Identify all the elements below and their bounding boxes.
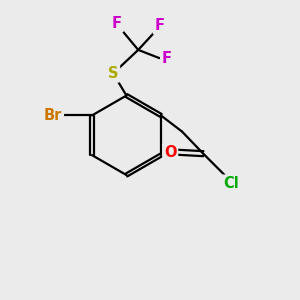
Text: F: F [154, 18, 164, 33]
Text: Cl: Cl [223, 176, 239, 191]
Text: S: S [108, 66, 119, 81]
Text: O: O [164, 145, 176, 160]
Text: Br: Br [44, 108, 62, 123]
Text: F: F [112, 16, 122, 31]
Text: F: F [162, 51, 172, 66]
